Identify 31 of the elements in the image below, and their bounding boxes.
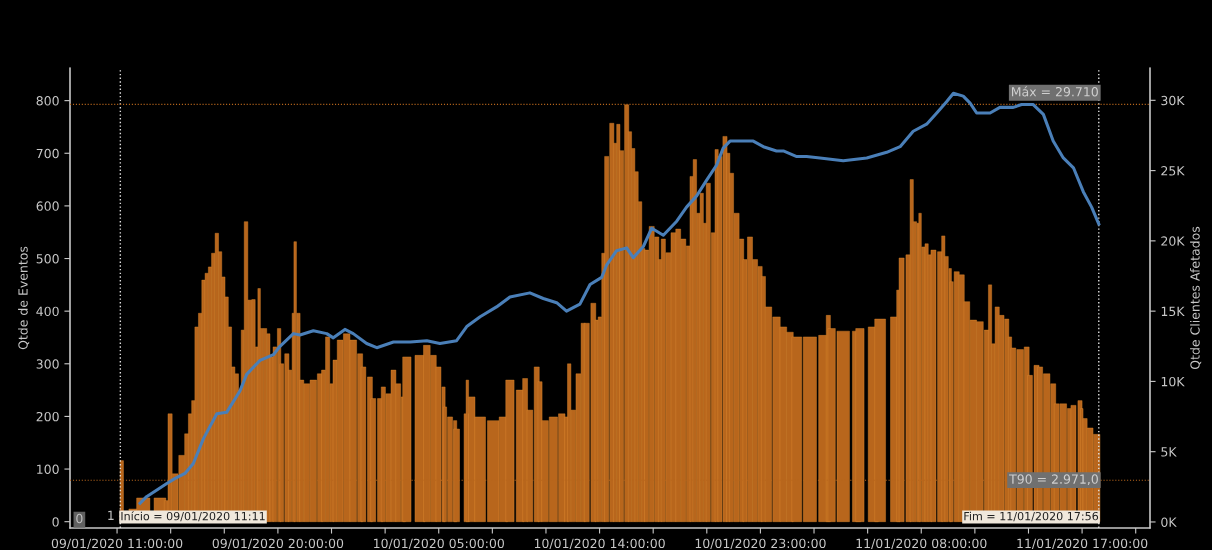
- y2-tick-label: 15K: [1161, 306, 1185, 317]
- y2-tick-label: 30K: [1161, 95, 1185, 106]
- x-tick-label: 10/01/2020 05:00:00: [374, 538, 504, 550]
- y-tick-label: 700: [36, 148, 59, 159]
- x-tick-label: 11/01/2020 17:00:00: [1017, 538, 1148, 550]
- x-tick-label: 11/01/2020 08:00:00: [856, 538, 987, 550]
- y2-tick-label: 10K: [1161, 376, 1185, 387]
- y2-tick-label: 20K: [1161, 236, 1185, 246]
- y2-axis-title: Qtde Clientes Afetados: [1190, 226, 1202, 370]
- y-tick-label: 600: [36, 201, 59, 211]
- y2-tick-label: 5K: [1161, 447, 1177, 457]
- x-tick-label: 10/01/2020 23:00:00: [695, 538, 826, 550]
- x-tick-label: 09/01/2020 20:00:00: [212, 538, 344, 550]
- y-tick-label: 200: [36, 411, 59, 422]
- y2-tick-label: 0K: [1161, 517, 1177, 527]
- y-tick-label: 0: [52, 517, 59, 527]
- ref-line-label: T90 = 2.971,0: [1009, 474, 1098, 486]
- x-tick-label: 10/01/2020 14:00:00: [534, 538, 665, 550]
- y-tick-label: 300: [36, 359, 59, 369]
- x-tick-label: 09/01/2020 11:00:00: [51, 538, 183, 550]
- annotation: 0: [76, 513, 83, 524]
- y-tick-label: 400: [36, 306, 59, 317]
- y-axis-title: Qtde de Eventos: [18, 246, 30, 350]
- y2-tick-label: 25K: [1161, 166, 1185, 176]
- y-tick-label: 500: [36, 254, 59, 264]
- y-tick-label: 800: [36, 96, 59, 106]
- annotation: 1: [108, 510, 114, 520]
- y-tick-label: 100: [37, 464, 59, 474]
- ref-line-label: Fim = 11/01/2020 17:56: [964, 511, 1099, 522]
- ref-line-label: Início = 09/01/2020 11:11: [121, 511, 265, 522]
- ref-line-label: Máx = 29.710: [1011, 86, 1098, 97]
